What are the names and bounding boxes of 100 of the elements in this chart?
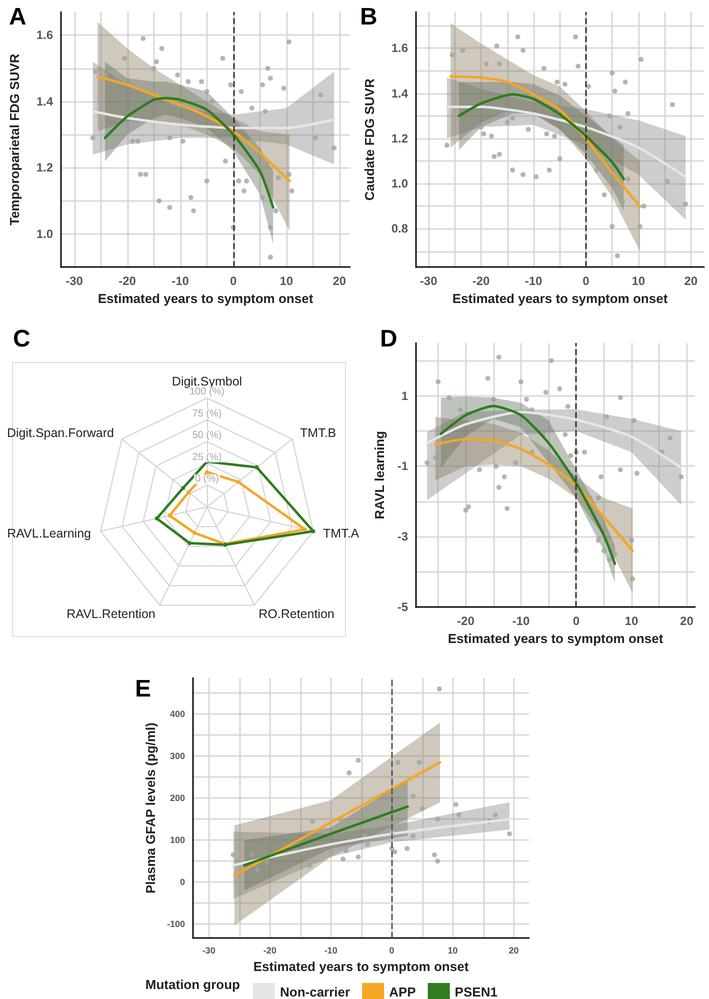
point — [313, 135, 318, 140]
point — [492, 812, 498, 818]
point — [596, 538, 601, 543]
point — [606, 557, 612, 562]
point — [552, 134, 557, 139]
x-tick-label: -30 — [420, 274, 438, 288]
point — [460, 48, 466, 53]
point — [450, 52, 455, 58]
point — [562, 432, 568, 438]
point — [664, 178, 670, 184]
point — [568, 453, 574, 458]
point — [612, 88, 618, 94]
point — [610, 70, 615, 76]
point — [618, 467, 623, 472]
point — [154, 59, 159, 64]
point — [265, 66, 270, 71]
point — [332, 145, 337, 150]
point — [618, 395, 623, 400]
point — [601, 548, 606, 554]
point — [678, 474, 684, 480]
point — [281, 86, 286, 91]
x-tick-label: 20 — [684, 274, 698, 288]
y-tick-label: 100 — [170, 835, 185, 846]
chart-title: B — [360, 4, 378, 30]
point — [249, 106, 254, 111]
point — [276, 175, 281, 180]
point — [485, 376, 490, 381]
point — [180, 138, 186, 144]
point — [614, 253, 620, 258]
line-series — [92, 110, 336, 130]
point — [463, 508, 468, 513]
point — [175, 72, 180, 78]
point — [542, 66, 546, 71]
x-tick-label: 0 — [572, 614, 580, 628]
point — [518, 379, 524, 384]
point — [286, 39, 292, 44]
x-tick-label: 20 — [332, 274, 346, 288]
y-tick-label: 0 (%) — [195, 474, 219, 485]
y-tick-label: 200 — [170, 793, 185, 804]
point — [244, 178, 250, 184]
point — [576, 64, 581, 69]
point — [444, 142, 450, 148]
point — [546, 168, 552, 173]
point — [630, 576, 636, 582]
point — [340, 856, 346, 862]
x-tick-label: -30 — [66, 274, 84, 288]
point — [90, 135, 96, 140]
point — [494, 43, 500, 48]
y-tick-label: -3 — [397, 530, 408, 544]
x-tick-label: -10 — [324, 946, 338, 956]
line-series — [458, 93, 625, 180]
point — [436, 686, 442, 692]
spoke-label: RAVL.Retention — [66, 607, 156, 622]
point — [484, 61, 489, 66]
x-tick-label: -20 — [472, 274, 490, 288]
point — [641, 204, 646, 209]
x-tick-label: 10 — [632, 274, 646, 288]
point — [104, 72, 109, 78]
point — [436, 379, 441, 384]
point — [628, 538, 634, 543]
point — [268, 224, 273, 230]
point — [420, 806, 425, 812]
point — [632, 418, 637, 423]
point — [477, 467, 482, 472]
point — [489, 134, 494, 139]
x-tick-label: -10 — [524, 274, 543, 288]
point — [496, 484, 502, 490]
point — [204, 178, 210, 184]
point — [582, 450, 588, 455]
point — [151, 66, 156, 71]
point — [404, 846, 410, 852]
x-tick-label: 20 — [508, 946, 519, 956]
point — [255, 867, 260, 872]
point — [188, 195, 194, 200]
point — [466, 504, 471, 510]
point — [625, 111, 630, 116]
x-tick-label: -20 — [263, 946, 276, 956]
point — [490, 396, 496, 402]
x-tick-label: -10 — [172, 274, 190, 288]
line-series — [426, 410, 682, 469]
point — [586, 156, 592, 162]
y-tick-label: -5 — [397, 600, 408, 614]
line-series — [434, 438, 634, 552]
y-tick-label: 400 — [170, 709, 185, 720]
point — [392, 849, 398, 854]
point — [524, 396, 529, 402]
point — [510, 116, 516, 121]
point — [586, 84, 592, 89]
point — [310, 818, 316, 824]
point — [453, 802, 458, 807]
x-tick-label: 10 — [280, 274, 294, 288]
spoke-label: Digit.Span.Forward — [6, 426, 114, 440]
point — [410, 833, 416, 838]
line-series — [446, 106, 687, 178]
point — [236, 178, 242, 184]
point — [504, 506, 510, 511]
point — [140, 36, 146, 41]
y-axis-title: Plasma GFAP levels (pg/ml) — [143, 722, 158, 894]
point — [565, 404, 570, 409]
point — [356, 758, 361, 763]
